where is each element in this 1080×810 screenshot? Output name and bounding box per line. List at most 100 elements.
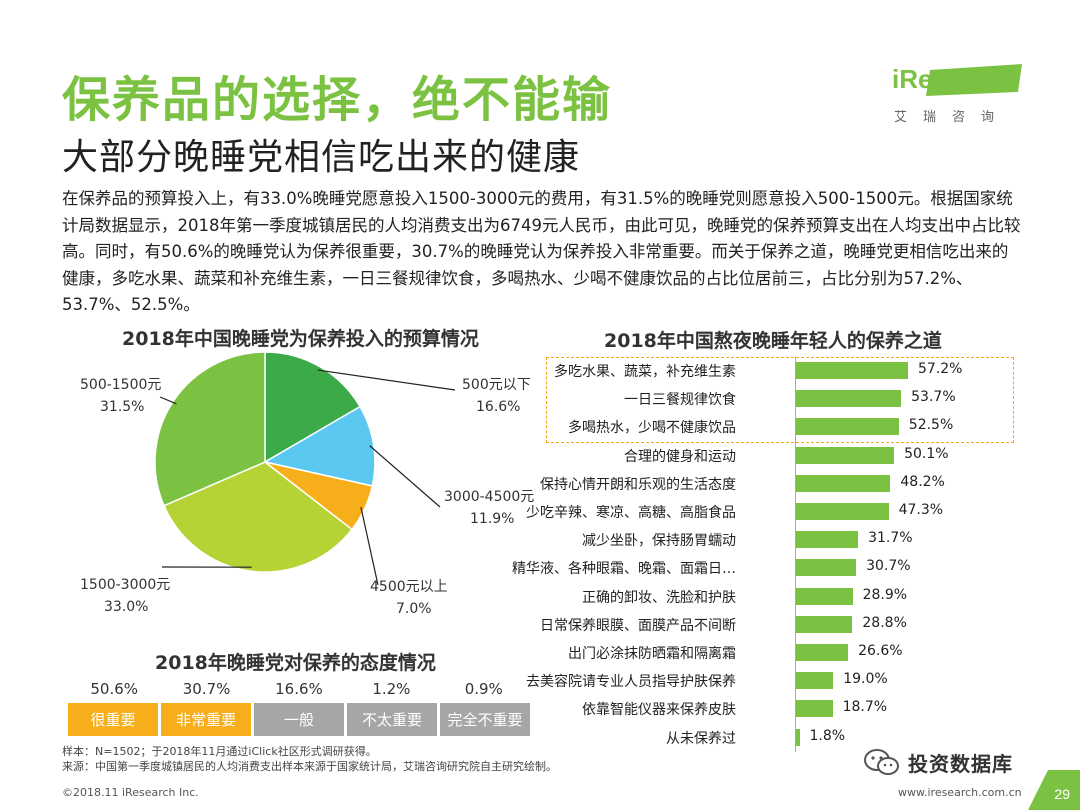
pie-leader-line: [360, 507, 379, 586]
bar: [796, 700, 833, 718]
attitude-box-not-at-all-important: 完全不重要: [440, 703, 530, 736]
bar: [796, 446, 895, 464]
bar-value-label: 50.1%: [904, 445, 949, 462]
attitude-box-not-important: 不太重要: [347, 703, 437, 736]
bar-category-label: 合理的健身和运动: [624, 448, 736, 465]
bar-value-label: 28.9%: [862, 586, 908, 603]
pie-label-500-1500: 500-1500元 31.5%: [80, 374, 161, 418]
page-corner-shape: [1028, 770, 1080, 810]
bar-category-label: 去美容院请专业人员指导护肤保养: [526, 674, 736, 691]
attitude-box-very-important: 很重要: [68, 703, 158, 736]
bar-category-label: 正确的卸妆、洗脸和护肤: [582, 589, 736, 606]
pie-label-text: 500-1500元: [80, 377, 162, 393]
bar: [796, 615, 853, 633]
bar-value-label: 31.7%: [868, 530, 913, 547]
bar: [796, 531, 859, 549]
bar-row: 合理的健身和运动 50.1%: [548, 443, 1028, 469]
pie-label-text: 500元以下: [462, 377, 531, 393]
bar-row: 从未保养过 1.8%: [548, 725, 1028, 751]
bar-category-label: 一日三餐规律饮食: [624, 392, 736, 409]
bar-row: 保持心情开朗和乐观的生活态度 48.2%: [540, 471, 1028, 497]
copyright: ©2018.11 iResearch Inc.: [62, 786, 199, 799]
pie-slice: [262, 405, 376, 487]
attitude-chart-title: 2018年晚睡党对保养的态度情况: [155, 652, 436, 674]
attitude-value: 1.2%: [372, 680, 411, 698]
pie-leader-line: [159, 396, 177, 405]
bar-category-label: 保持心情开朗和乐观的生活态度: [540, 476, 736, 493]
bar-row: 多喝热水，少喝不健康饮品 52.5%: [548, 414, 1028, 440]
attitude-value: 0.9%: [464, 680, 503, 698]
pie-chart-title: 2018年中国晚睡党为保养投入的预算情况: [122, 328, 479, 350]
page-subtitle: 大部分晚睡党相信吃出来的健康: [62, 137, 581, 178]
pie-label-value: 7.0%: [396, 601, 432, 617]
bar: [796, 672, 834, 690]
page-title: 保养品的选择，绝不能输: [62, 72, 613, 128]
bar: [796, 503, 889, 520]
logo-swoosh-icon: [926, 64, 1022, 96]
wechat-account-name: 投资数据库: [908, 751, 1013, 776]
attitude-value: 30.7%: [182, 680, 231, 698]
bar: [796, 587, 853, 605]
bar-value-label: 48.2%: [900, 473, 945, 490]
attitude-values: 50.6% 30.7% 16.6% 1.2% 0.9%: [68, 680, 530, 698]
wechat-watermark: 投资数据库: [862, 744, 1022, 780]
logo-subtext: 艾瑞咨询: [894, 110, 1011, 125]
bar-category-label: 减少坐卧，保持肠胃蠕动: [582, 533, 736, 550]
bar-category-label: 日常保养眼膜、面膜产品不间断: [540, 617, 736, 634]
page-number: 29: [1054, 786, 1070, 802]
attitude-value: 16.6%: [275, 680, 323, 698]
bar: [796, 474, 891, 492]
bar-row: 日常保养眼膜、面膜产品不间断 28.8%: [540, 612, 1028, 638]
bar-category-label: 出门必涂抹防晒霜和隔离霜: [568, 646, 736, 662]
bar-row: 精华液、各种眼霜、晚霜、面霜日… 30.7%: [512, 555, 1028, 581]
attitude-value: 50.6%: [90, 680, 139, 698]
pie-label-under-500: 500元以下 16.6%: [462, 374, 531, 418]
pie-leader-line: [369, 445, 441, 508]
bar-value-label: 18.7%: [842, 699, 888, 716]
bar: [796, 390, 902, 408]
bar-category-label: 精华液、各种眼霜、晚霜、面霜日…: [512, 561, 736, 578]
bar-row: 少吃辛辣、寒凉、高糖、高脂食品 47.3%: [526, 499, 1028, 525]
bar-value-label: 52.5%: [908, 417, 954, 434]
bar-category-label: 从未保养过: [666, 730, 736, 747]
pie-label-text: 3000-4500元: [444, 489, 535, 505]
bar: [796, 559, 857, 577]
pie-label-text: 1500-3000元: [80, 577, 171, 593]
bar: [796, 362, 908, 379]
pie-slice: [163, 461, 353, 573]
bar-category-label: 多吃水果、蔬菜，补充维生素: [554, 364, 736, 380]
budget-pie-chart: [154, 351, 456, 586]
bar-row: 减少坐卧，保持肠胃蠕动 31.7%: [548, 527, 1028, 553]
pie-label-value: 11.9%: [470, 511, 515, 527]
pie-label-value: 16.6%: [476, 399, 521, 415]
bar-value-label: 26.6%: [858, 643, 903, 659]
bar-value-label: 53.7%: [911, 389, 956, 406]
iresearch-logo: iResearch 艾瑞咨询: [890, 62, 1040, 125]
wechat-icon: [864, 749, 899, 775]
pie-label-1500-3000: 1500-3000元 33.0%: [80, 574, 170, 618]
bar-row: 一日三餐规律饮食 53.7%: [548, 386, 1028, 412]
bar-value-label: 30.7%: [866, 558, 911, 575]
pie-leader-line: [317, 369, 456, 391]
source-note: 来源：中国第一季度城镇居民的人均消费支出样本来源于国家统计局，艾瑞咨询研究院自主…: [62, 760, 557, 773]
bar-value-label: 1.8%: [809, 727, 846, 744]
bar-value-label: 28.8%: [862, 614, 907, 631]
intro-paragraph: 在保养品的预算投入上，有33.0%晚睡党愿意投入1500-3000元的费用，有3…: [62, 189, 1021, 314]
bar-row: 出门必涂抹防晒霜和隔离霜 26.6%: [548, 640, 1028, 666]
pie-label-over-4500: 4500元以上 7.0%: [370, 576, 448, 620]
notes: 样本：N=1502；于2018年11月通过iClick社区形式调研获得。 来源：…: [62, 744, 557, 774]
bar-value-label: 57.2%: [918, 361, 963, 377]
bar-category-label: 少吃辛辣、寒凉、高糖、高脂食品: [526, 505, 736, 521]
top3-highlight-box: [546, 357, 1014, 443]
pie-slice: [264, 351, 362, 464]
bar-row: 去美容院请专业人员指导护肤保养 19.0%: [526, 668, 1028, 694]
attitude-box-average: 一般: [254, 703, 344, 736]
pie-label-text: 4500元以上: [370, 579, 448, 595]
bar: [796, 728, 800, 746]
page-number-badge: 29: [1028, 770, 1080, 810]
website: www.iresearch.com.cn: [898, 786, 1022, 799]
attitude-box-extremely-important: 非常重要: [161, 703, 251, 736]
bar-row: 依靠智能仪器来保养皮肤 18.7%: [548, 696, 1028, 722]
bar: [796, 418, 899, 436]
pie-label-value: 33.0%: [104, 599, 149, 615]
